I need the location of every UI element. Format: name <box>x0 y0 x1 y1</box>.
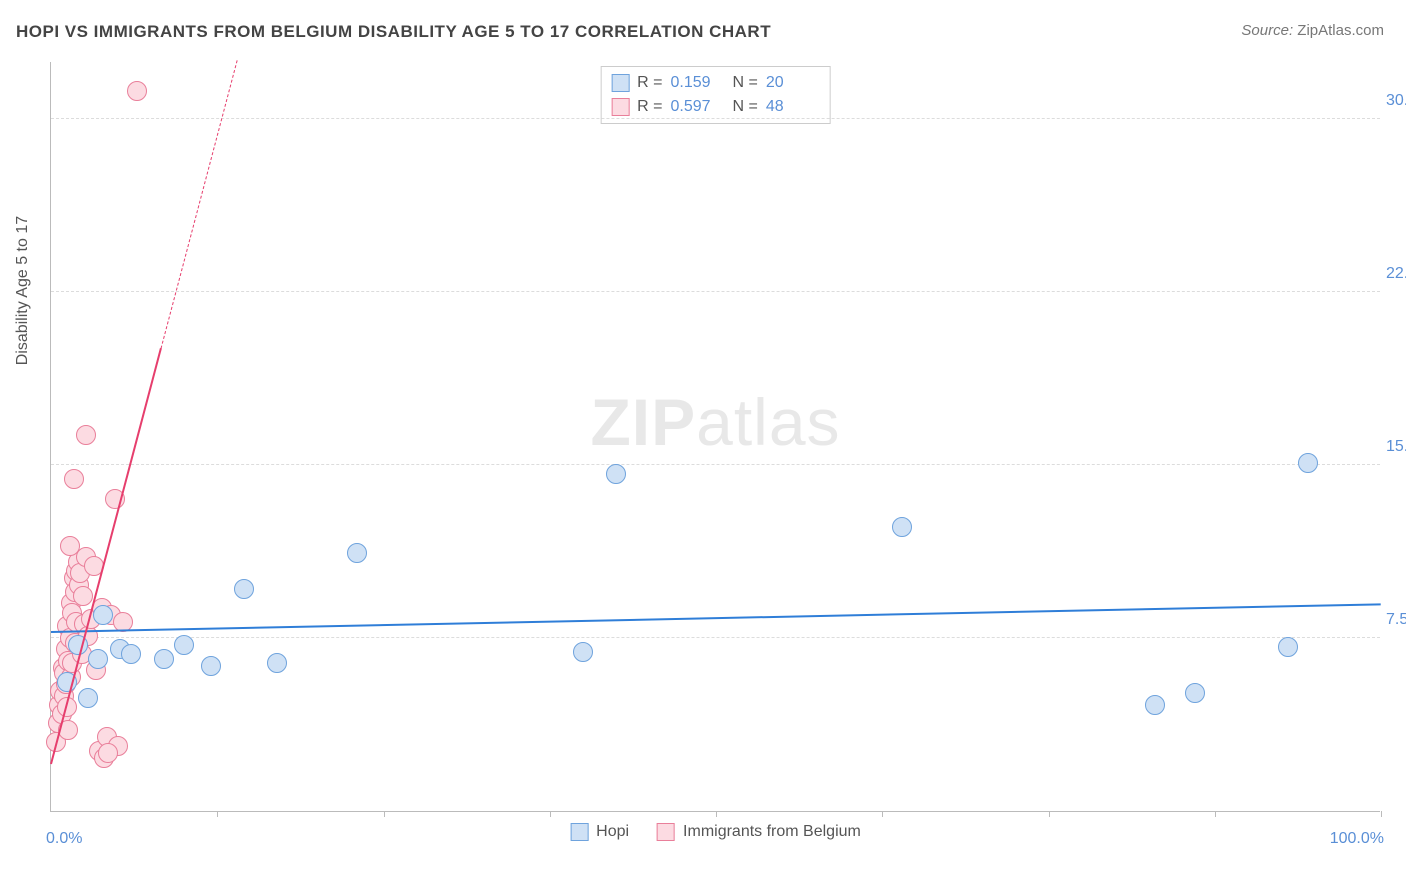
trend-line <box>51 604 1381 634</box>
x-tick <box>882 811 883 817</box>
data-point-hopi <box>1145 695 1165 715</box>
chart-plot-area: ZIPatlas R =0.159N =20R =0.597N =48 Hopi… <box>50 62 1380 812</box>
watermark-atlas: atlas <box>696 385 840 459</box>
watermark: ZIPatlas <box>590 384 840 460</box>
data-point-hopi <box>234 579 254 599</box>
data-point-hopi <box>154 649 174 669</box>
x-tick <box>384 811 385 817</box>
data-point-belgium <box>60 536 80 556</box>
legend-n-label: N = <box>733 71 758 95</box>
data-point-hopi <box>88 649 108 669</box>
y-axis-title: Disability Age 5 to 17 <box>14 216 32 365</box>
y-tick-label: 7.5% <box>1386 611 1406 629</box>
x-axis-labels: 0.0% 100.0% <box>50 830 1380 854</box>
data-point-hopi <box>1278 637 1298 657</box>
legend-r-label: R = <box>637 71 662 95</box>
data-point-hopi <box>1298 453 1318 473</box>
trend-line <box>50 348 162 764</box>
watermark-zip: ZIP <box>590 385 696 459</box>
gridline <box>51 637 1380 638</box>
legend-row-hopi: R = 0.159 N = 20 <box>611 71 820 95</box>
x-tick <box>1049 811 1050 817</box>
source-attribution: Source: ZipAtlas.com <box>1241 22 1384 39</box>
legend-row-belgium: R = 0.597 N = 48 <box>611 95 820 119</box>
x-tick <box>1215 811 1216 817</box>
legend-n-value: 20 <box>766 71 820 95</box>
legend-n-value: 48 <box>766 95 820 119</box>
data-point-hopi <box>892 517 912 537</box>
x-tick <box>1381 811 1382 817</box>
data-point-hopi <box>121 644 141 664</box>
gridline <box>51 291 1380 292</box>
legend-n-label: N = <box>733 95 758 119</box>
data-point-hopi <box>573 642 593 662</box>
gridline <box>51 118 1380 119</box>
legend-swatch <box>611 98 629 116</box>
legend-r-label: R = <box>637 95 662 119</box>
trend-line <box>160 60 237 349</box>
x-tick <box>716 811 717 817</box>
legend-r-value: 0.159 <box>671 71 725 95</box>
chart-title: HOPI VS IMMIGRANTS FROM BELGIUM DISABILI… <box>16 22 771 42</box>
y-tick-label: 30.0% <box>1386 92 1406 110</box>
data-point-hopi <box>1185 683 1205 703</box>
x-tick <box>217 811 218 817</box>
data-point-hopi <box>201 656 221 676</box>
y-tick-label: 15.0% <box>1386 438 1406 456</box>
x-axis-max-label: 100.0% <box>1330 830 1384 848</box>
source-label: Source: <box>1241 22 1293 39</box>
data-point-hopi <box>606 464 626 484</box>
data-point-hopi <box>93 605 113 625</box>
source-value: ZipAtlas.com <box>1297 22 1384 39</box>
data-point-hopi <box>174 635 194 655</box>
legend-swatch <box>611 74 629 92</box>
x-axis-min-label: 0.0% <box>46 830 82 848</box>
legend-correlation: R = 0.159 N = 20 R = 0.597 N = 48 <box>600 66 831 124</box>
x-tick <box>550 811 551 817</box>
y-tick-label: 22.5% <box>1386 265 1406 283</box>
gridline <box>51 464 1380 465</box>
data-point-belgium <box>98 743 118 763</box>
data-point-belgium <box>73 586 93 606</box>
data-point-belgium <box>127 81 147 101</box>
data-point-hopi <box>267 653 287 673</box>
data-point-belgium <box>64 469 84 489</box>
data-point-belgium <box>76 425 96 445</box>
data-point-hopi <box>347 543 367 563</box>
data-point-hopi <box>78 688 98 708</box>
legend-r-value: 0.597 <box>671 95 725 119</box>
